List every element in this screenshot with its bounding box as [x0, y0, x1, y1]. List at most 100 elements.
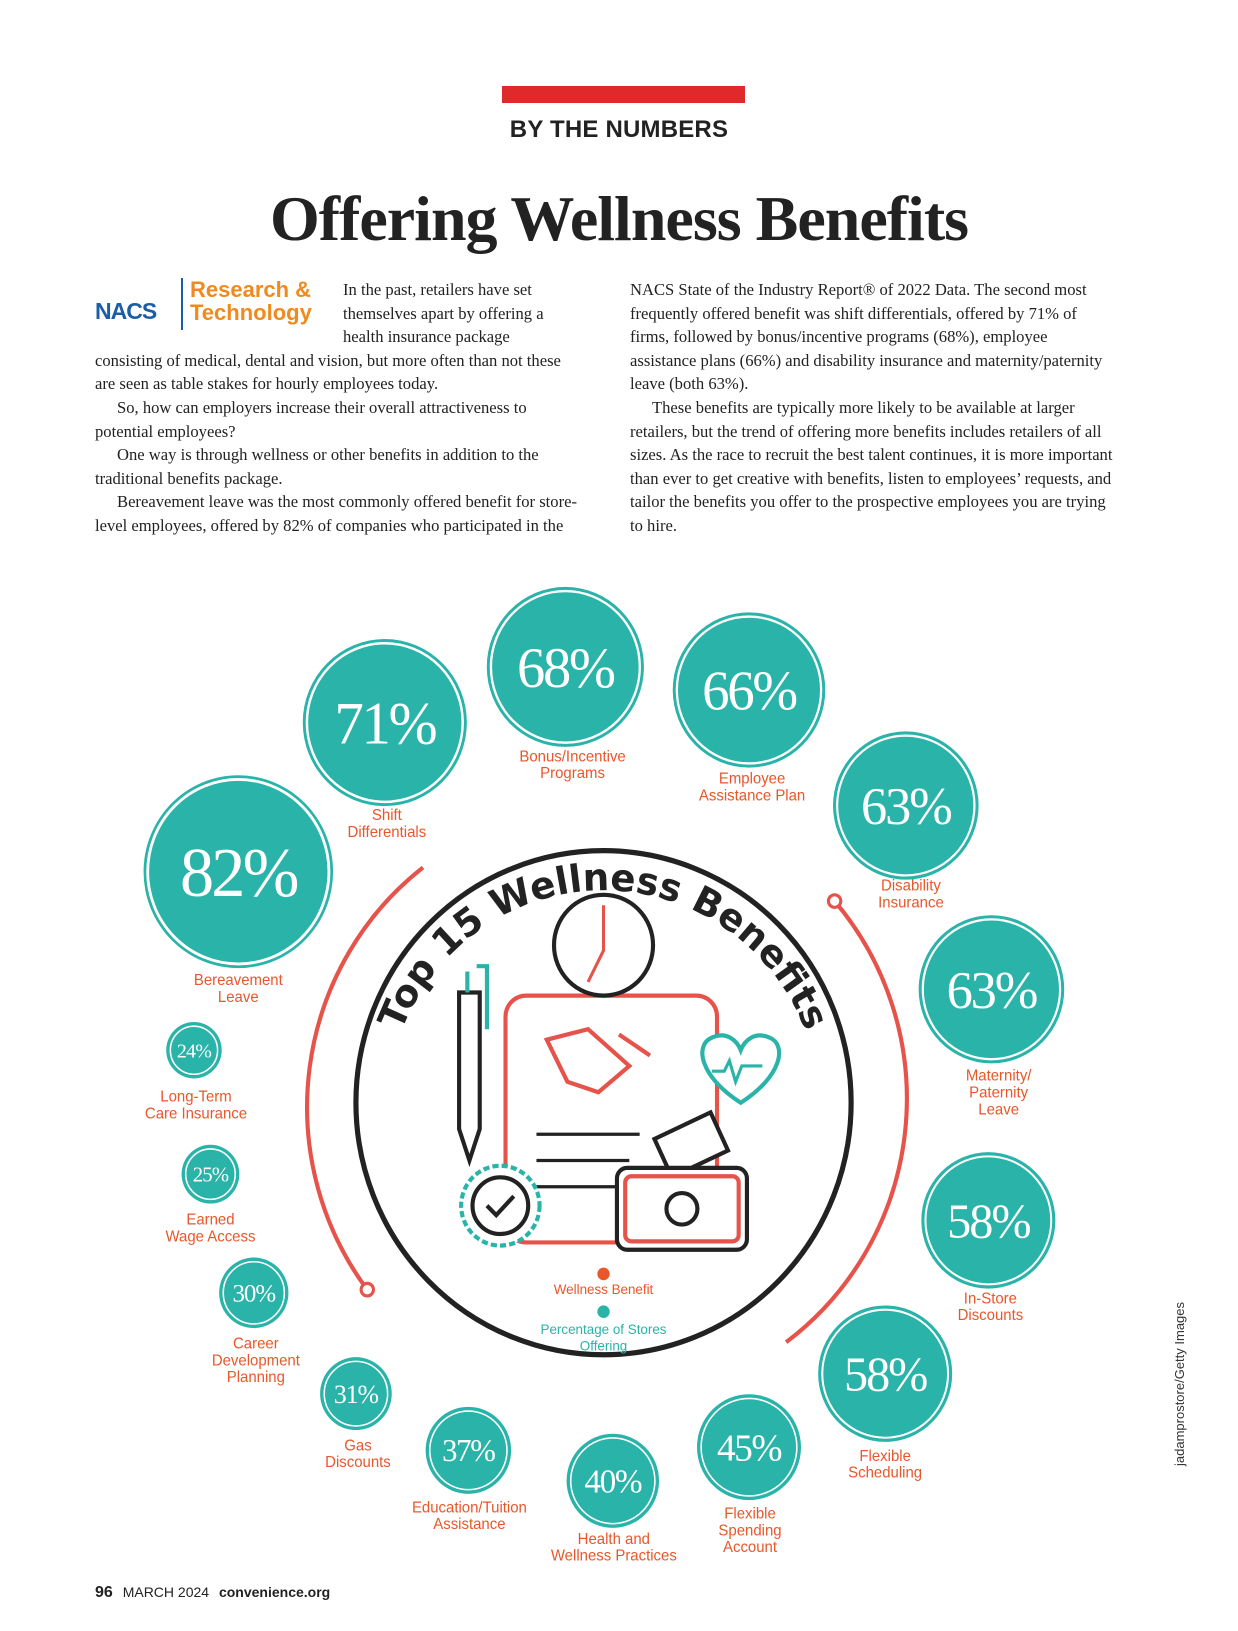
- paragraph: One way is through wellness or other ben…: [95, 445, 539, 488]
- benefit-value: 37%: [442, 1433, 495, 1468]
- benefit-label: Leave: [978, 1101, 1019, 1118]
- center-ring: [353, 848, 854, 1358]
- benefit-bubble: [143, 775, 334, 969]
- arc: [784, 899, 909, 1344]
- check: [485, 1194, 516, 1219]
- benefit-label: Assistance: [433, 1516, 505, 1533]
- benefit-label: Development: [212, 1352, 301, 1369]
- benefit-bubble: [302, 639, 467, 807]
- pen-clip: [465, 964, 490, 1030]
- article-body: NACS Research & Technology In the past, …: [95, 278, 1115, 568]
- benefit-value: 63%: [861, 778, 952, 837]
- website: convenience.org: [218, 1584, 331, 1600]
- benefit-bubble: [921, 1152, 1056, 1289]
- benefit-bubble: [672, 612, 826, 768]
- bubble-ring: [700, 1397, 798, 1497]
- benefit-value: 68%: [517, 636, 614, 700]
- benefit-label: Earned: [186, 1211, 234, 1228]
- benefit-value: 31%: [334, 1380, 378, 1409]
- bill: [651, 1109, 731, 1180]
- benefit-label: Spending: [718, 1522, 781, 1539]
- benefit-label: Account: [723, 1539, 778, 1556]
- arc-end: [359, 1281, 376, 1298]
- benefit-label: Care Insurance: [145, 1105, 247, 1122]
- accent-bar: [502, 86, 745, 103]
- benefit-value: 58%: [844, 1347, 927, 1401]
- benefit-value: 58%: [947, 1194, 1030, 1248]
- bubble-ring: [836, 734, 976, 877]
- paragraph: These benefits are typically more likely…: [630, 397, 1113, 535]
- handshake: [543, 1026, 652, 1095]
- logo: NACS Research & Technology: [95, 278, 343, 348]
- benefit-value: 63%: [947, 961, 1038, 1020]
- paragraph: So, how can employers increase their ove…: [95, 397, 527, 441]
- arc: [305, 865, 425, 1291]
- benefit-label: Leave: [218, 989, 259, 1006]
- logo-text: NACS: [95, 298, 157, 324]
- benefit-bubbles: 82%BereavementLeave71%ShiftDifferentials…: [143, 586, 1065, 1565]
- benefit-label: Wage Access: [165, 1228, 255, 1245]
- benefit-label: Programs: [540, 765, 605, 782]
- benefit-label: Shift: [372, 807, 403, 824]
- benefit-label: Flexible: [859, 1448, 911, 1465]
- clock-hands: [586, 905, 606, 983]
- legend-label: Percentage of Stores Offering: [540, 1321, 667, 1354]
- coin: [664, 1190, 700, 1227]
- benefit-label: Disability: [881, 877, 941, 894]
- pen: [457, 990, 482, 1168]
- benefit-label: Scheduling: [848, 1465, 922, 1482]
- headline: Offering Wellness Benefits: [269, 183, 969, 254]
- benefit-bubble: [320, 1357, 392, 1431]
- benefit-value: 25%: [193, 1162, 229, 1186]
- benefit-label: Flexible: [724, 1506, 776, 1523]
- benefit-label: Wellness Practices: [551, 1548, 677, 1565]
- benefit-label: Bonus/Incentive: [519, 748, 625, 765]
- benefit-label: Differentials: [348, 824, 427, 841]
- benefit-label: Education/Tuition: [412, 1499, 527, 1516]
- wallet-inner: [623, 1174, 741, 1244]
- benefit-value: 71%: [334, 690, 436, 757]
- photo-credit: jadamprostore/Getty Images: [1172, 1301, 1187, 1466]
- benefit-value: 30%: [232, 1280, 276, 1307]
- footer: 96 MARCH 2024 convenience.org: [95, 1584, 336, 1602]
- logo-divider: [181, 278, 183, 330]
- benefit-value: 82%: [180, 834, 297, 911]
- icons: [457, 892, 781, 1252]
- issue-date: MARCH 2024: [122, 1584, 210, 1600]
- bubble-ring: [489, 589, 641, 744]
- bubble-ring: [821, 1308, 950, 1439]
- bubble-ring: [184, 1148, 236, 1201]
- benefit-label: Career: [233, 1335, 279, 1352]
- benefit-bubble: [486, 586, 644, 747]
- bubble-ring: [222, 1260, 286, 1325]
- lines: [536, 1132, 640, 1189]
- paragraph: In the past, retailers have set themselv…: [95, 280, 561, 394]
- benefit-value: 40%: [584, 1463, 641, 1500]
- benefit-label: Long-Term: [160, 1089, 231, 1106]
- benefit-value: 24%: [177, 1040, 212, 1062]
- benefit-label: Discounts: [958, 1307, 1024, 1324]
- arc-end: [826, 893, 843, 909]
- benefit-label: In-Store: [964, 1290, 1017, 1307]
- benefit-label: Planning: [227, 1369, 285, 1386]
- legend-label: Wellness Benefit: [554, 1282, 654, 1297]
- section-label: BY THE NUMBERS: [509, 116, 729, 143]
- bubble-ring: [569, 1437, 656, 1525]
- page-number: 96: [95, 1584, 113, 1601]
- benefit-label: Gas: [344, 1437, 371, 1454]
- bubble-ring: [323, 1360, 389, 1427]
- bubble-ring: [921, 918, 1062, 1061]
- bubble-ring: [146, 777, 331, 966]
- benefit-bubble: [818, 1305, 953, 1442]
- benefit-value: 66%: [702, 660, 797, 722]
- bubble-ring: [305, 641, 464, 804]
- benefit-label: Insurance: [878, 894, 944, 911]
- benefit-bubble: [918, 915, 1065, 1064]
- benefit-bubble: [166, 1021, 222, 1079]
- benefit-bubble: [219, 1257, 289, 1329]
- legend-swatch: [597, 1305, 610, 1319]
- benefit-label: Assistance Plan: [699, 787, 805, 804]
- heartbeat: [711, 1056, 763, 1087]
